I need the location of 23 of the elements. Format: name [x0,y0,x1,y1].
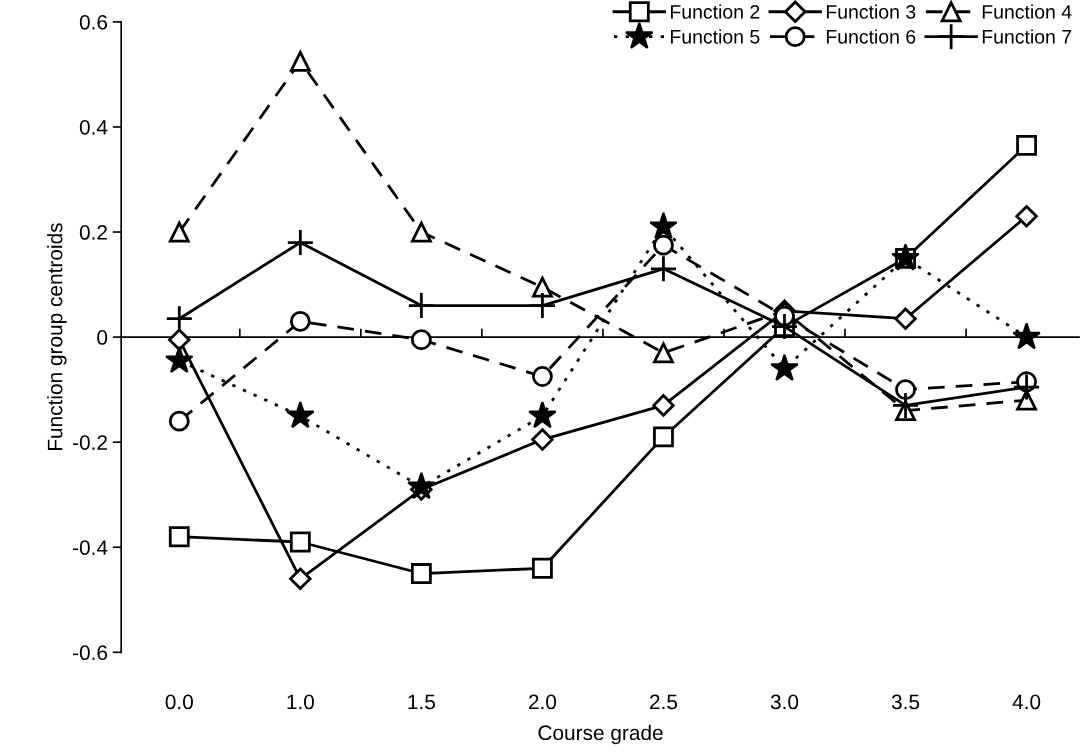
legend-label: Function 6 [826,29,916,44]
legend-label: Function 5 [671,29,760,44]
y-tick-label: -0.2 [73,435,107,450]
x-tick-label: 2.0 [528,694,557,710]
y-tick-label: 0.4 [79,119,108,135]
legend-label: Function 2 [671,4,760,19]
x-tick-label: 4.0 [1012,694,1041,710]
legend-label: Function 7 [982,29,1072,44]
y-tick-label: 0.2 [79,225,107,240]
x-tick-label: 1.0 [287,694,314,710]
y-axis-title: Function group centroids [47,223,67,451]
x-tick-label: 3.5 [891,694,920,710]
legend-label: Function 3 [826,4,916,19]
x-tick-label: 0.0 [165,694,193,710]
y-tick-label: -0.4 [73,540,108,555]
y-tick-label: -0.6 [73,645,108,661]
x-tick-label: 3.0 [770,694,799,710]
x-axis-title: Course grade [538,724,663,745]
x-tick-label: 2.5 [650,694,678,710]
legend-label: Function 4 [982,4,1072,19]
y-tick-label: 0 [97,330,108,345]
x-tick-label: 1.5 [408,694,435,710]
y-tick-label: 0.6 [79,14,108,30]
